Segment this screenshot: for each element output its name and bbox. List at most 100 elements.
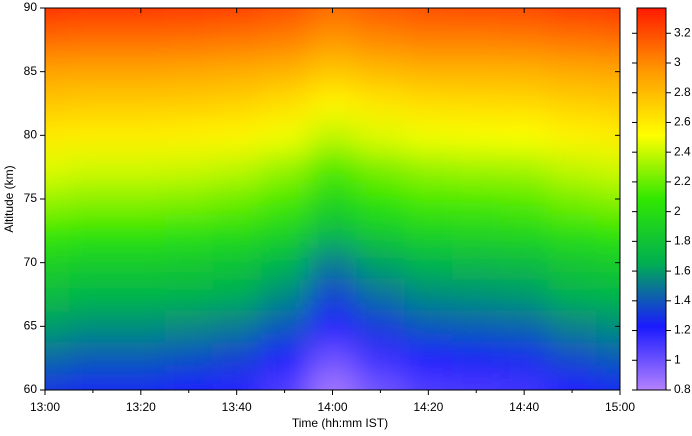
x-tick-label: 13:40 — [222, 400, 252, 414]
heat-cell — [356, 8, 405, 25]
heat-cell — [212, 183, 262, 216]
heat-cell — [116, 310, 166, 343]
heat-cell — [548, 183, 597, 216]
heat-cell — [452, 87, 501, 120]
heat-cell — [308, 310, 357, 343]
heat-cell — [596, 278, 620, 311]
colorbar-tick-label: 2.6 — [674, 115, 691, 129]
heat-cell — [116, 8, 166, 25]
heat-cell — [356, 183, 405, 216]
heat-cell — [308, 87, 357, 120]
heat-cell — [116, 183, 166, 216]
colorbar-tick-label: 1.2 — [674, 323, 691, 337]
heat-cell — [356, 310, 405, 343]
heat-cell — [260, 119, 310, 152]
heat-cell — [116, 246, 166, 280]
heat-cell — [404, 23, 453, 57]
heat-cell — [452, 342, 501, 375]
heat-cell — [548, 23, 597, 57]
heat-cell — [404, 55, 453, 89]
heat-cell — [356, 23, 405, 57]
heat-cell — [596, 374, 620, 390]
heat-cell — [452, 374, 501, 390]
heat-cell — [212, 246, 262, 280]
heat-cell — [260, 214, 310, 248]
heat-cell — [308, 151, 357, 184]
heat-cell — [164, 310, 214, 343]
heat-cell — [212, 8, 262, 25]
heat-cell — [500, 374, 549, 390]
heat-cell — [308, 246, 357, 280]
colorbar-tick-label: 1.4 — [674, 293, 691, 307]
heat-cell — [404, 278, 453, 311]
heat-cell — [164, 342, 214, 375]
heat-cell — [45, 87, 70, 120]
heat-cell — [548, 278, 597, 311]
colorbar-tick-label: 2.8 — [674, 85, 691, 99]
colorbar-tick-label: 1.6 — [674, 263, 691, 277]
heat-cell — [308, 55, 357, 89]
heat-cell — [452, 278, 501, 311]
heat-cell — [548, 119, 597, 152]
heat-cell — [45, 151, 70, 184]
heat-cell — [68, 183, 118, 216]
heat-cell — [500, 23, 549, 57]
heat-cell — [548, 214, 597, 248]
heat-cell — [356, 214, 405, 248]
y-tick-label: 60 — [24, 382, 38, 396]
heat-cell — [212, 87, 262, 120]
heat-cell — [45, 183, 70, 216]
heat-cell — [260, 87, 310, 120]
heat-cell — [164, 151, 214, 184]
heat-cell — [308, 278, 357, 311]
heat-cell — [596, 119, 620, 152]
heat-cell — [260, 55, 310, 89]
heat-cell — [45, 374, 70, 390]
heat-cell — [404, 183, 453, 216]
heat-cell — [548, 310, 597, 343]
y-tick-label: 65 — [24, 319, 38, 333]
x-tick-label: 13:20 — [126, 400, 156, 414]
heat-cell — [116, 55, 166, 89]
heat-cell — [308, 8, 357, 25]
heat-cell — [260, 374, 310, 390]
heat-cell — [548, 87, 597, 120]
heat-cell — [260, 23, 310, 57]
heat-cell — [164, 55, 214, 89]
heat-cell — [500, 342, 549, 375]
heat-cell — [596, 310, 620, 343]
heat-cell — [548, 374, 597, 390]
heat-cell — [500, 278, 549, 311]
y-tick-label: 80 — [24, 128, 38, 142]
heat-cell — [452, 8, 501, 25]
heat-cell — [452, 183, 501, 216]
heat-cell — [356, 342, 405, 375]
heat-cell — [404, 310, 453, 343]
heat-cell — [596, 342, 620, 375]
colorbar — [636, 7, 667, 391]
heat-cell — [68, 246, 118, 280]
heat-cell — [404, 87, 453, 120]
heat-cell — [164, 87, 214, 120]
colorbar-tick-label: 2 — [674, 204, 681, 218]
heat-cell — [68, 55, 118, 89]
heat-cell — [356, 55, 405, 89]
heat-cell — [596, 214, 620, 248]
heat-cell — [500, 310, 549, 343]
heat-cell — [212, 342, 262, 375]
heat-cell — [596, 87, 620, 120]
heat-cell — [404, 342, 453, 375]
x-axis-label: Time (hh:mm IST) — [292, 416, 388, 430]
heat-cell — [212, 23, 262, 57]
heat-cell — [260, 246, 310, 280]
heat-cell — [308, 342, 357, 375]
heat-cell — [260, 8, 310, 25]
heat-cell — [212, 374, 262, 390]
heat-cell — [164, 23, 214, 57]
heat-cell — [596, 246, 620, 280]
heat-cell — [404, 8, 453, 25]
heat-cell — [116, 119, 166, 152]
heat-cell — [500, 87, 549, 120]
heat-cell — [404, 246, 453, 280]
